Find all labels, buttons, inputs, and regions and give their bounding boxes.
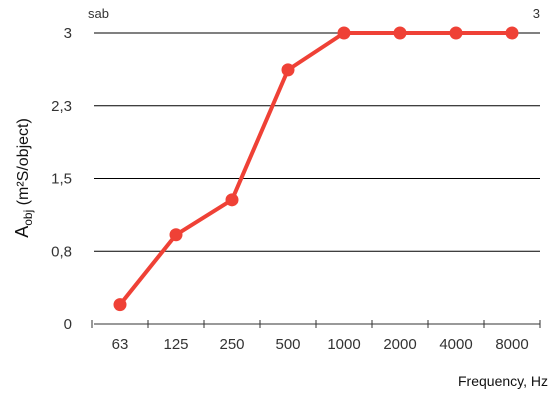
series [113, 26, 519, 312]
data-point-1 [169, 228, 183, 242]
x-tick-label-7: 8000 [495, 336, 528, 353]
grid-lines [94, 32, 540, 252]
y-axis-label: Aobj (m²S/object) [12, 118, 35, 238]
x-tick-label-4: 1000 [327, 336, 360, 353]
y-tick-label-1: 0,8 [51, 243, 72, 260]
x-tick-label-3: 500 [275, 336, 300, 353]
y-tick-label-4: 3 [64, 25, 72, 42]
x-tick-label-5: 2000 [383, 336, 416, 353]
x-axis-label: Frequency, Hz [458, 373, 548, 389]
series-line-0 [118, 31, 514, 307]
y-tick-label-2: 1,5 [51, 171, 72, 188]
data-point-0 [113, 298, 127, 312]
y-tick-label-3: 2,3 [51, 98, 72, 115]
x-tick-label-6: 4000 [439, 336, 472, 353]
x-tick-label-2: 250 [219, 336, 244, 353]
data-point-7 [505, 26, 519, 40]
data-point-4 [337, 26, 351, 40]
corner-label: sab [88, 6, 109, 21]
data-point-6 [449, 26, 463, 40]
data-point-5 [393, 26, 407, 40]
y-tick-labels: 0 0,8 1,5 2,3 3 [51, 25, 72, 333]
y-tick-label-0: 0 [64, 316, 72, 333]
x-tick-label-1: 125 [163, 336, 188, 353]
x-tick-labels: 63 125 250 500 1000 2000 4000 8000 [112, 336, 529, 353]
end-label: 3 [533, 6, 540, 21]
axes [91, 320, 541, 328]
data-point-3 [281, 63, 295, 77]
x-tick-label-0: 63 [112, 336, 129, 353]
data-point-2 [225, 193, 239, 207]
